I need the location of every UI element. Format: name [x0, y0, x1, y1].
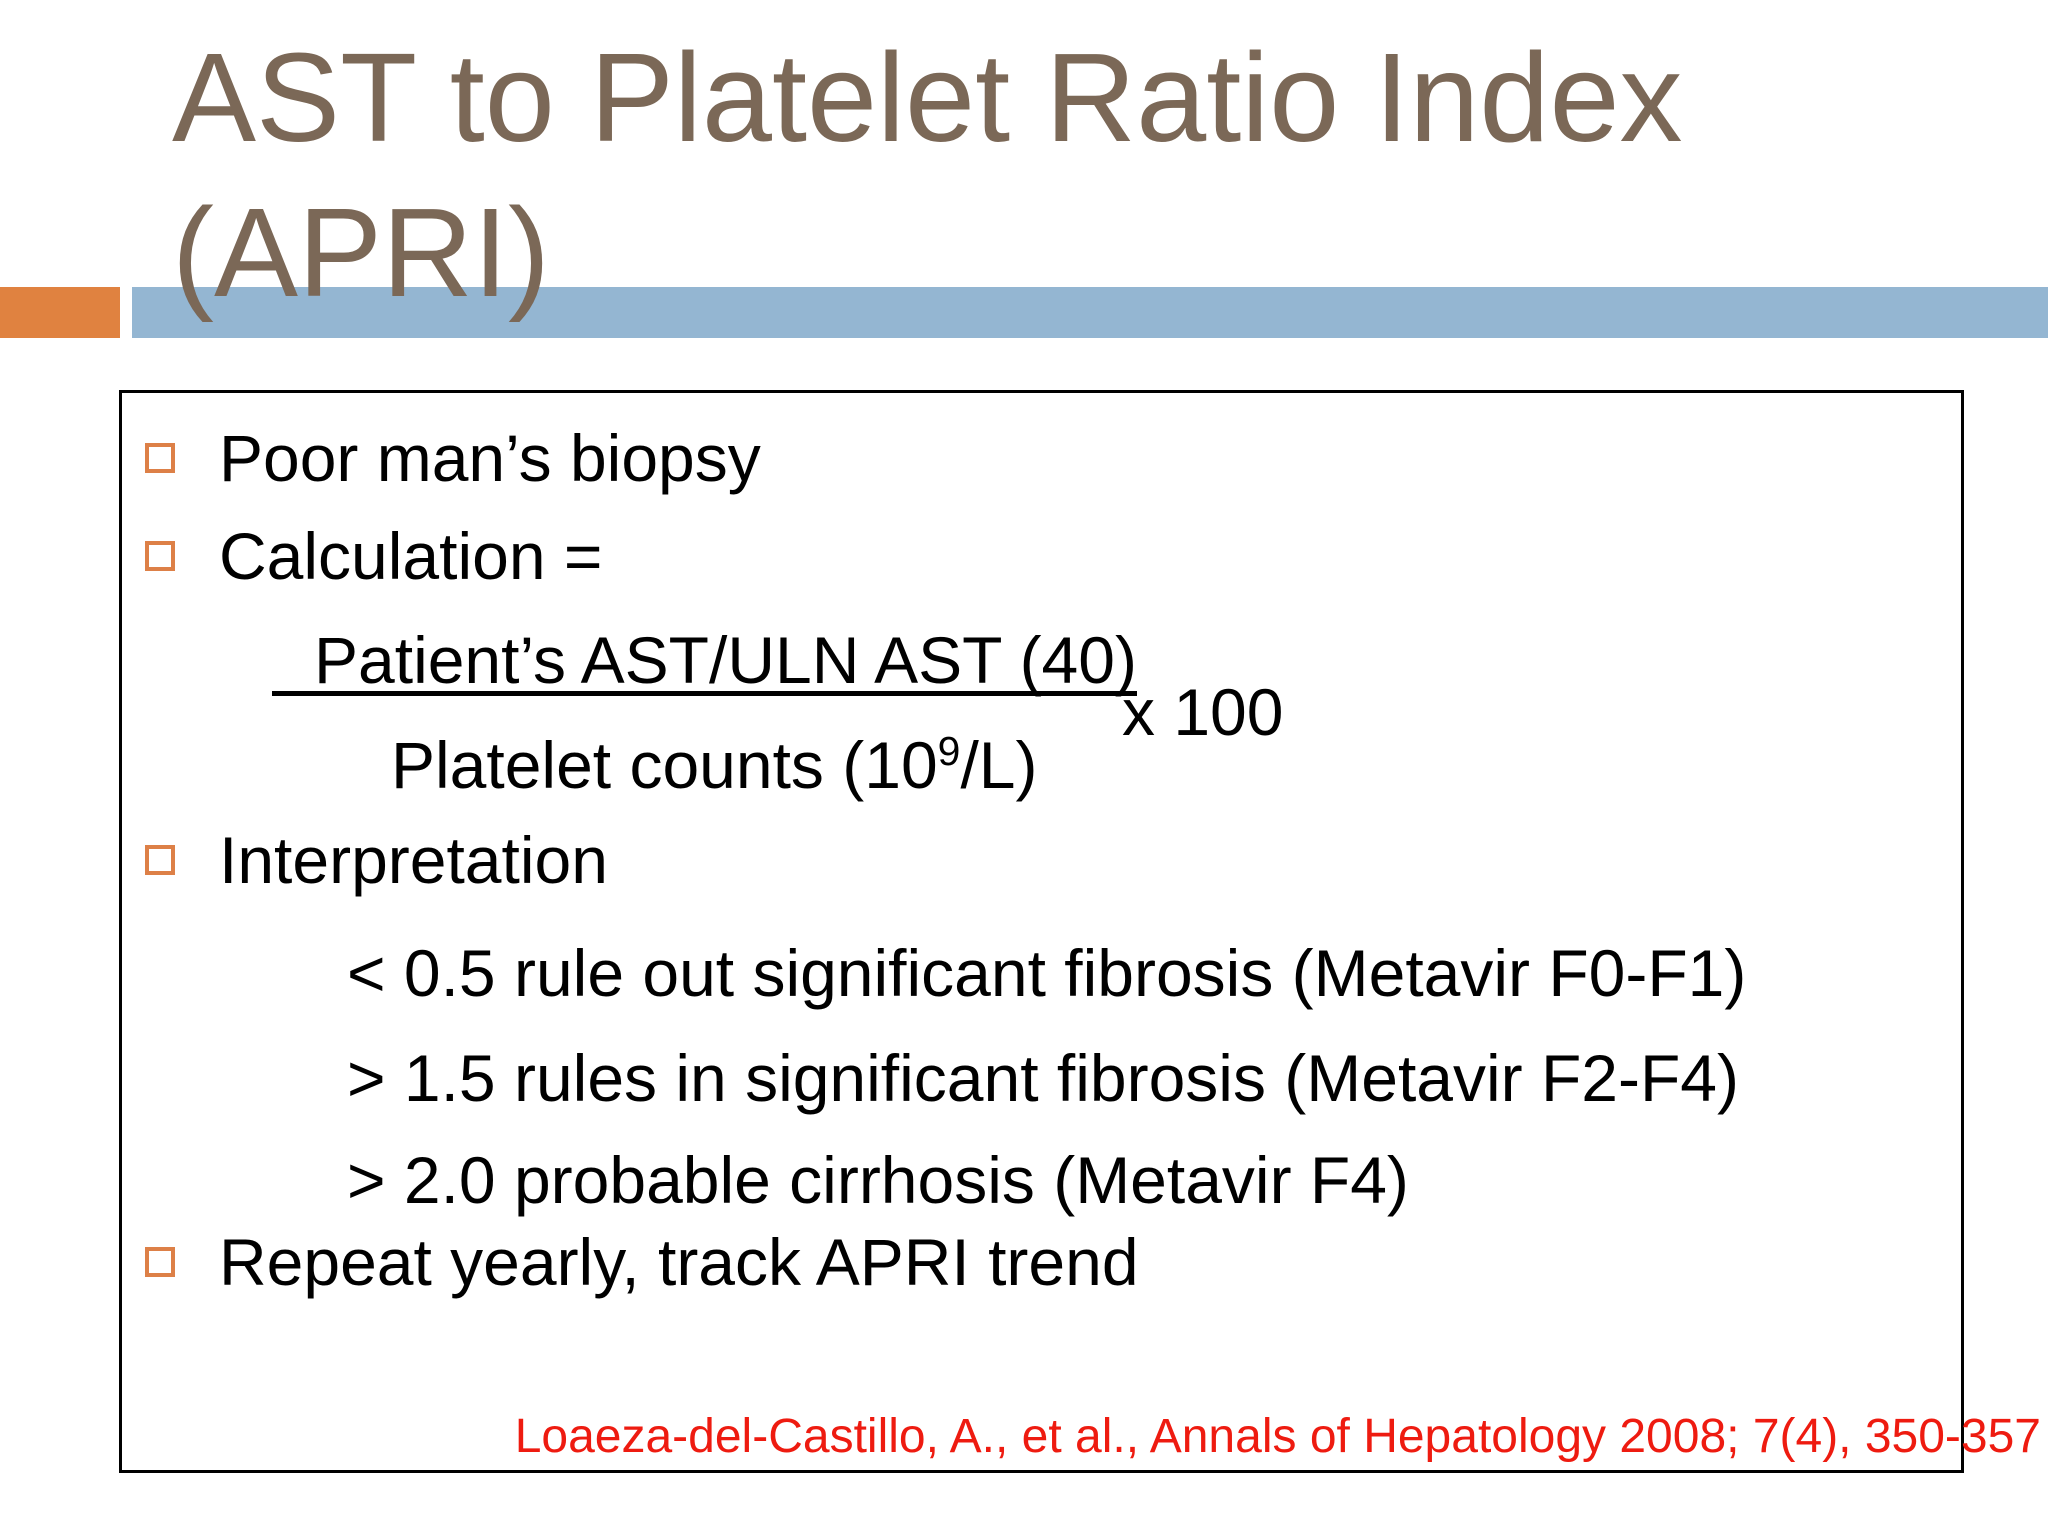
bullet-item-repeat-yearly: Repeat yearly, track APRI trend — [145, 1229, 1139, 1295]
bullet-square-icon — [145, 443, 175, 473]
interpretation-line-probable-cirrhosis: > 2.0 probable cirrhosis (Metavir F4) — [347, 1143, 1409, 1217]
citation-reference: Loaeza-del-Castillo, A., et al., Annals … — [514, 1410, 2041, 1463]
orange-accent-block — [0, 287, 120, 338]
formula-multiplier: x 100 — [1122, 675, 1284, 749]
bullet-text: Interpretation — [219, 823, 608, 897]
interpretation-line-rule-out: < 0.5 rule out significant fibrosis (Met… — [347, 936, 1747, 1010]
bullet-item-interpretation: Interpretation — [145, 827, 608, 893]
page-title: AST to Platelet Ratio Index (APRI) — [172, 20, 1683, 330]
formula-denominator-pre: Platelet counts (10 — [391, 728, 938, 802]
formula-denominator-superscript: 9 — [937, 728, 961, 774]
bullet-text: Calculation = — [219, 519, 603, 593]
content-box: Poor man’s biopsy Calculation = Patient’… — [119, 390, 2041, 1473]
formula-denominator: Platelet counts (109/L) — [391, 731, 1037, 798]
page-title-line2: (APRI) — [172, 182, 550, 323]
bullet-square-icon — [145, 1247, 175, 1277]
interpretation-line-rules-in: > 1.5 rules in significant fibrosis (Met… — [347, 1041, 1739, 1115]
page-title-line1: AST to Platelet Ratio Index — [172, 27, 1683, 168]
formula-denominator-post: /L) — [960, 728, 1038, 802]
bullet-square-icon — [145, 845, 175, 875]
formula-numerator: Patient’s AST/ULN AST (40) — [272, 627, 1137, 696]
bullet-text: Repeat yearly, track APRI trend — [219, 1225, 1139, 1299]
bullet-item-poor-mans-biopsy: Poor man’s biopsy — [145, 425, 761, 491]
bullet-square-icon — [145, 541, 175, 571]
bullet-text: Poor man’s biopsy — [219, 421, 761, 495]
blue-accent-bar — [132, 287, 2048, 338]
bullet-item-calculation: Calculation = — [145, 523, 602, 589]
